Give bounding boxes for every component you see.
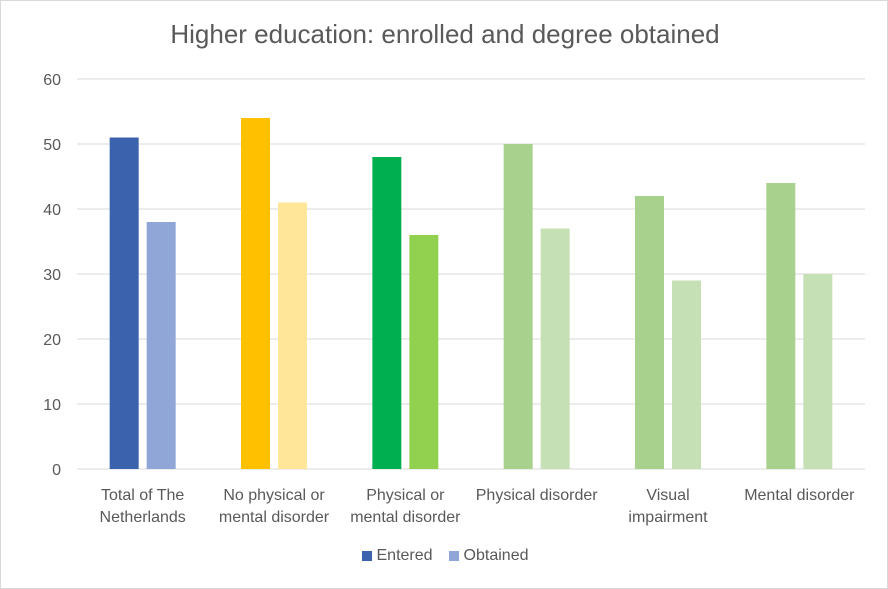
x-tick-label-4-1: impairment (628, 509, 708, 526)
y-tick-label-50: 50 (43, 137, 61, 154)
legend-item-obtained: Obtained (448, 547, 529, 565)
x-tick-label-2-0: Physical or (366, 487, 445, 504)
bar-obtained-5 (803, 274, 833, 469)
bar-entered-5 (766, 183, 796, 469)
bar-obtained-0 (146, 222, 176, 469)
y-tick-label-40: 40 (43, 202, 61, 219)
legend-swatch-entered (361, 551, 372, 561)
legend-label-obtained: Obtained (463, 547, 529, 564)
legend-label-entered: Entered (376, 547, 433, 564)
bar-entered-0 (109, 137, 139, 469)
bar-obtained-3 (540, 228, 570, 469)
y-tick-label-60: 60 (43, 72, 61, 89)
legend-item-entered: Entered (361, 547, 433, 565)
bar-entered-4 (635, 196, 664, 469)
x-tick-label-0-0: Total of The (101, 487, 184, 504)
x-tick-label-4-0: Visual (646, 487, 689, 504)
y-tick-label-10: 10 (43, 397, 61, 414)
x-tick-label-1-1: mental disorder (219, 509, 330, 526)
y-tick-label-30: 30 (43, 267, 61, 284)
legend: Entered Obtained (1, 547, 887, 565)
y-tick-label-20: 20 (43, 332, 61, 349)
bar-entered-2 (372, 157, 402, 469)
chart-title: Higher education: enrolled and degree ob… (170, 19, 720, 49)
bar-obtained-4 (672, 280, 701, 469)
bar-entered-1 (241, 118, 270, 469)
bar-obtained-2 (409, 235, 439, 469)
x-tick-label-3-0: Physical disorder (476, 487, 599, 504)
y-tick-label-0: 0 (52, 462, 61, 479)
bar-obtained-1 (278, 202, 307, 469)
legend-swatch-obtained (448, 551, 459, 561)
x-tick-label-0-1: Netherlands (100, 509, 186, 526)
x-tick-label-2-1: mental disorder (350, 509, 461, 526)
x-tick-label-5-0: Mental disorder (744, 487, 855, 504)
bar-entered-3 (503, 144, 533, 469)
x-tick-label-1-0: No physical or (223, 487, 325, 504)
